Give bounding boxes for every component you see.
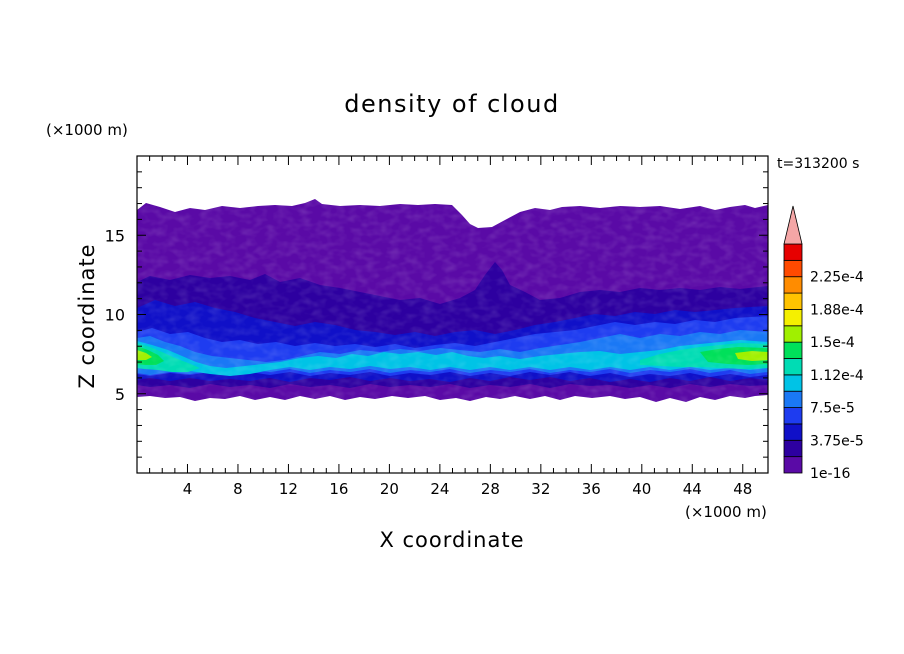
x-tick-label: 16 [329, 480, 348, 498]
x-tick-label: 24 [430, 480, 449, 498]
x-tick-label: 40 [632, 480, 651, 498]
colorbar: 1e-16 3.75e-5 7.5e-5 1.12e-4 1.5e-4 1.88e-4 2.… [783, 205, 864, 482]
x-tick-label: 36 [582, 480, 601, 498]
colorbar-swatch [783, 390, 803, 408]
y-unit-label: (×1000 m) [46, 121, 128, 139]
colorbar-label: 7.5e-5 [810, 401, 855, 417]
colorbar-label: 1.88e-4 [810, 302, 864, 318]
colorbar-swatch [783, 341, 803, 359]
texture-overlay [137, 156, 768, 473]
time-label: t=313200 s [777, 156, 859, 172]
colorbar-swatch [783, 309, 803, 327]
y-tick-label: 5 [115, 385, 125, 404]
colorbar-label: 1.5e-4 [810, 335, 855, 351]
colorbar-swatch [783, 423, 803, 441]
colorbar-swatch [783, 374, 803, 392]
colorbar-label: 2.25e-4 [810, 270, 864, 286]
x-tick-label: 44 [683, 480, 702, 498]
x-tick-label: 32 [531, 480, 550, 498]
x-tick-label: 20 [380, 480, 399, 498]
colorbar-swatch [783, 439, 803, 458]
colorbar-label: 3.75e-5 [810, 433, 864, 449]
colorbar-label: 1.12e-4 [810, 368, 864, 384]
x-tick-label: 48 [733, 480, 752, 498]
colorbar-extend-arrow [783, 205, 803, 245]
colorbar-swatch [783, 456, 803, 474]
colorbar-swatch [783, 325, 803, 343]
colorbar-swatch [783, 407, 803, 425]
y-tick-label: 10 [105, 306, 125, 325]
x-tick-label: 4 [183, 480, 193, 498]
colorbar-label: 1e-16 [810, 466, 850, 482]
colorbar-swatch [783, 358, 803, 376]
x-tick-label: 28 [481, 480, 500, 498]
y-tick-label: 15 [105, 226, 125, 245]
x-unit-label: (×1000 m) [685, 503, 767, 521]
colorbar-swatch [783, 259, 803, 278]
y-axis-label: Z coordinate [75, 243, 99, 388]
x-axis-label: X coordinate [379, 528, 524, 552]
colorbar-swatch [783, 243, 803, 261]
x-tick-label: 8 [233, 480, 243, 498]
colorbar-swatch [783, 276, 803, 294]
x-ticks: 4 8 12 16 20 24 28 32 36 40 44 48 [149, 156, 756, 498]
colorbar-swatch [783, 292, 803, 310]
y-ticks: 5 10 15 [105, 171, 768, 458]
chart-title: density of cloud [344, 90, 559, 118]
contour-field [137, 156, 768, 473]
x-tick-label: 12 [279, 480, 298, 498]
